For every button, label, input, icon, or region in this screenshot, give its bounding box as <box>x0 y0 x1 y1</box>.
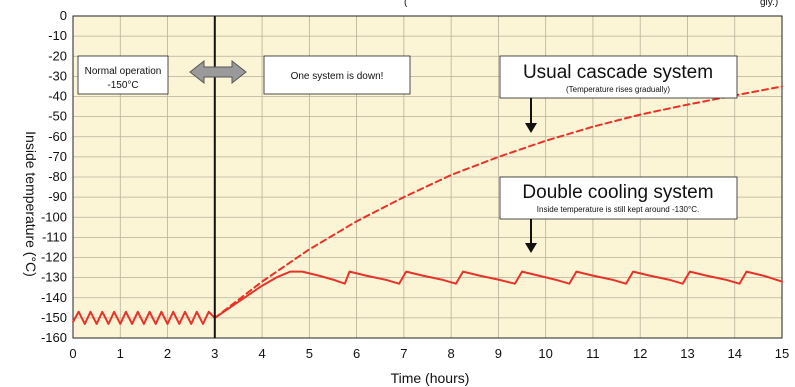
x-tick-label: 0 <box>69 346 76 361</box>
double-arrow-icon <box>189 59 247 85</box>
y-tick-label: -150 <box>41 310 67 325</box>
x-tick-label: 10 <box>538 346 552 361</box>
usual-cascade-arrow-icon <box>525 98 537 133</box>
y-tick-label: -50 <box>48 109 67 124</box>
system-down-box: One system is down! <box>263 55 411 95</box>
series-line-usual-cascade <box>213 85 783 319</box>
x-tick-label: 3 <box>211 346 218 361</box>
x-axis-ticks: 0 1 2 3 4 5 6 7 8 9 10 11 12 13 14 15 <box>69 346 789 361</box>
x-tick-label: 15 <box>775 346 789 361</box>
y-axis-label: Inside temperature (°C) <box>23 131 39 277</box>
y-tick-label: -70 <box>48 149 67 164</box>
normal-operation-box: Normal operation -150°C <box>77 55 169 95</box>
y-tick-label: -120 <box>41 250 67 265</box>
y-axis-ticks: 0 -10 -20 -30 -40 -50 -60 -70 -80 -90 -100 -110 -120… <box>41 8 67 345</box>
usual-cascade-note: (Temperature rises gradually) <box>566 85 670 94</box>
x-tick-label: 13 <box>680 346 694 361</box>
usual-cascade-title: Usual cascade system <box>523 62 713 83</box>
double-cooling-arrow-icon <box>525 219 537 253</box>
x-tick-label: 5 <box>306 346 313 361</box>
usual-cascade-box: Usual cascade system (Temperature rises … <box>499 55 738 99</box>
x-tick-label: 11 <box>586 346 600 361</box>
x-tick-label: 2 <box>164 346 171 361</box>
y-tick-label: -20 <box>48 48 67 63</box>
x-axis-label: Time (hours) <box>391 370 470 386</box>
normal-operation-temp: -150°C <box>107 80 138 91</box>
double-cooling-box: Double cooling system Inside temperature… <box>499 176 738 220</box>
y-tick-label: -80 <box>48 169 67 184</box>
x-tick-label: 6 <box>353 346 360 361</box>
y-tick-label: -140 <box>41 290 67 305</box>
y-tick-label: -30 <box>48 68 67 83</box>
x-tick-label: 8 <box>448 346 455 361</box>
series-layer <box>72 85 783 325</box>
double-cooling-note: Inside temperature is still kept around … <box>537 205 699 214</box>
x-tick-label: 4 <box>258 346 265 361</box>
x-tick-label: 14 <box>727 346 741 361</box>
y-tick-label: -100 <box>41 209 67 224</box>
normal-operation-label: Normal operation <box>85 66 162 77</box>
series-line-double-cooling <box>72 270 783 325</box>
y-tick-label: -110 <box>42 229 67 244</box>
y-tick-label: -60 <box>48 129 67 144</box>
y-tick-label: -90 <box>48 189 67 204</box>
y-tick-label: -160 <box>41 330 67 345</box>
system-down-label: One system is down! <box>291 71 384 82</box>
y-tick-label: -130 <box>41 270 67 285</box>
x-tick-label: 1 <box>117 346 124 361</box>
y-tick-label: 0 <box>60 8 67 23</box>
header-fragment-left: ( <box>404 0 408 8</box>
y-tick-label: -40 <box>48 89 67 104</box>
y-tick-label: -10 <box>48 28 67 43</box>
header-fragment-right: gly.) <box>760 0 778 8</box>
x-tick-label: 12 <box>633 346 647 361</box>
x-tick-label: 9 <box>495 346 502 361</box>
x-tick-label: 7 <box>400 346 407 361</box>
double-cooling-title: Double cooling system <box>522 182 713 203</box>
plot-border <box>72 15 783 339</box>
